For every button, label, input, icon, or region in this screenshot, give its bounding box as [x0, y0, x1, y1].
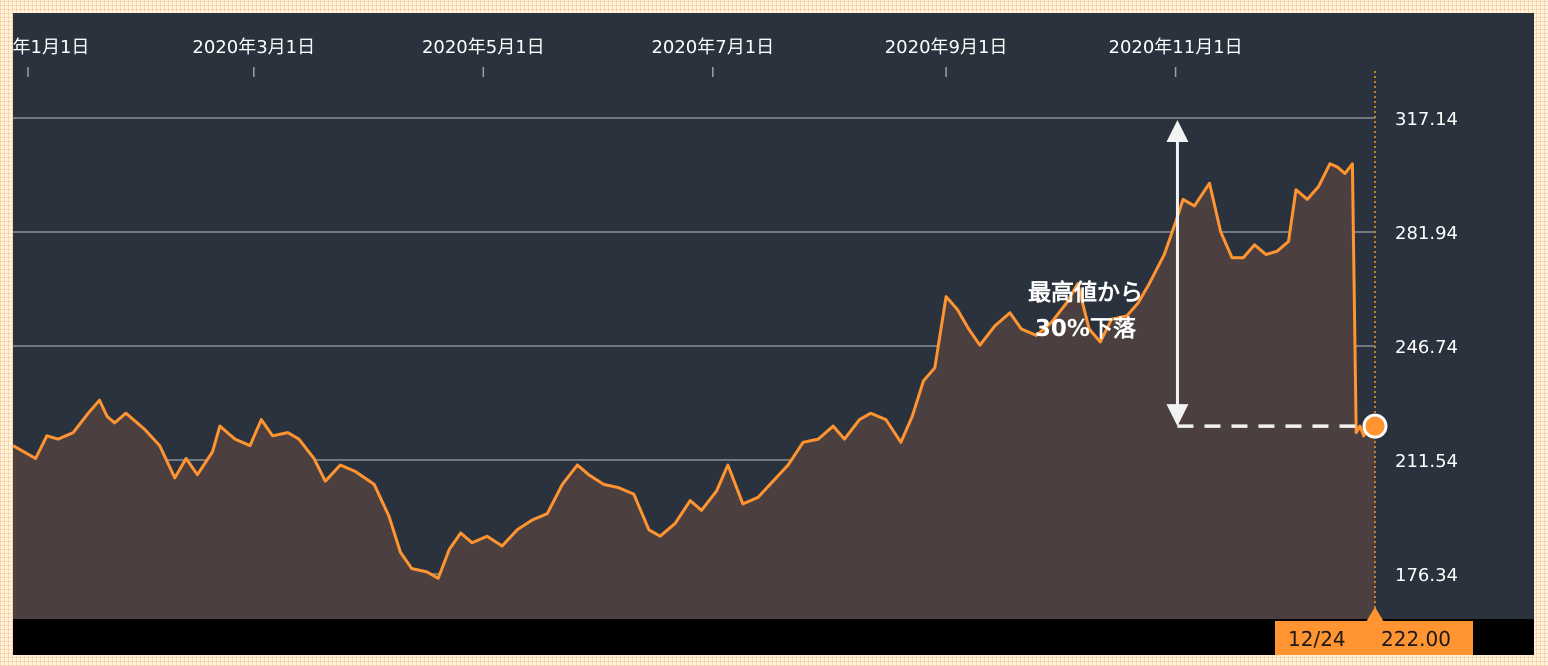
price-line [13, 162, 1376, 580]
x-tick-label: 2020年7月1日 [651, 37, 774, 58]
x-tick-label: 2020年5月1日 [422, 37, 545, 58]
y-tick-label: 176.34 [1395, 565, 1458, 586]
annotation-line-2: 30%下落 [1035, 316, 1137, 342]
y-tick-label: 317.14 [1395, 109, 1458, 130]
drawdown-arrow-down-icon [1166, 404, 1189, 427]
y-tick-label: 246.74 [1395, 337, 1458, 358]
badge-date-label: 12/24 [1288, 627, 1346, 651]
y-tick-label: 281.94 [1395, 223, 1458, 244]
annotation-line-1: 最高値から [1028, 279, 1143, 306]
current-price-marker [1362, 413, 1388, 439]
drawdown-arrow-up-icon [1166, 120, 1189, 142]
y-axis: 317.14 281.94 246.74 211.54 176.34 [1395, 109, 1458, 586]
price-chart: 2020年1月1日 2020年3月1日 2020年5月1日 2020年7月1日 2020… [13, 37, 1534, 655]
x-tick-label: 2020年3月1日 [192, 37, 315, 58]
badge-pointer-icon [1366, 607, 1384, 622]
x-tick-label: 2020年1月1日 [13, 37, 89, 58]
drawdown-annotation: 最高値から 30%下落 [1028, 120, 1361, 428]
badge-background [1275, 621, 1473, 655]
chart-frame: 2020年1月1日 2020年3月1日 2020年5月1日 2020年7月1日 2020… [13, 13, 1534, 655]
x-tick-label: 2020年11月1日 [1109, 37, 1243, 58]
badge-value-label: 222.00 [1381, 627, 1451, 651]
y-tick-label: 211.54 [1395, 451, 1458, 472]
x-axis: 2020年1月1日 2020年3月1日 2020年5月1日 2020年7月1日 2020… [13, 37, 1243, 77]
x-tick-label: 2020年9月1日 [885, 37, 1008, 58]
price-area-fill [13, 163, 1375, 619]
current-value-badge: 12/24 222.00 [1275, 607, 1473, 655]
